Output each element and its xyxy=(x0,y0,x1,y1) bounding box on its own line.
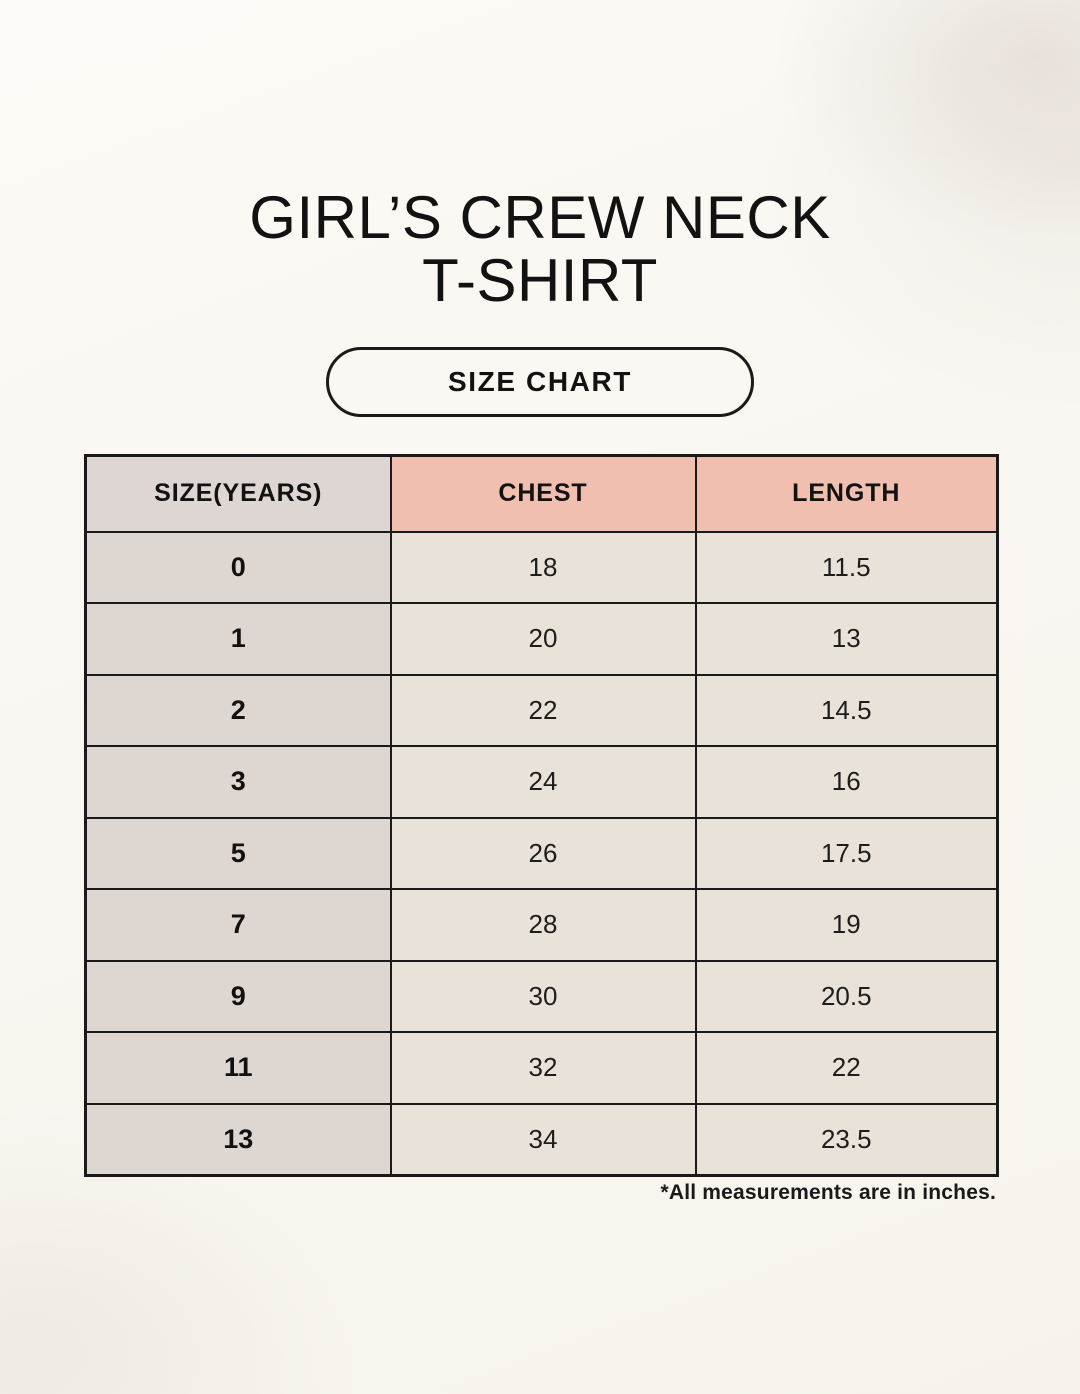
column-header-size: SIZE(YEARS) xyxy=(84,454,392,533)
cell-length: 14.5 xyxy=(694,673,999,747)
cell-length: 17.5 xyxy=(694,816,999,890)
cell-size: 2 xyxy=(84,673,392,747)
table-row: 2 22 14.5 xyxy=(84,673,999,747)
cell-length: 11.5 xyxy=(694,530,999,604)
cell-length: 23.5 xyxy=(694,1102,999,1176)
size-chart-badge-container: SIZE CHART xyxy=(0,347,1080,417)
column-header-length: LENGTH xyxy=(694,454,999,533)
table-row: 9 30 20.5 xyxy=(84,959,999,1033)
cell-size: 1 xyxy=(84,602,392,676)
cell-length: 22 xyxy=(694,1031,999,1105)
cell-chest: 22 xyxy=(389,673,697,747)
size-table-body: 0 18 11.5 1 20 13 2 22 14.5 3 24 16 xyxy=(84,530,999,1176)
table-row: 1 20 13 xyxy=(84,602,999,676)
cell-size: 5 xyxy=(84,816,392,890)
size-chart-badge: SIZE CHART xyxy=(326,347,754,417)
cell-length: 20.5 xyxy=(694,959,999,1033)
cell-chest: 32 xyxy=(389,1031,697,1105)
page-title-line-1: GIRL’S CREW NECK xyxy=(249,184,831,251)
page-title-line-2: T-SHIRT xyxy=(422,247,658,314)
cell-size: 0 xyxy=(84,530,392,604)
cell-chest: 20 xyxy=(389,602,697,676)
measurements-footnote: *All measurements are in inches. xyxy=(660,1181,996,1204)
table-row: 0 18 11.5 xyxy=(84,530,999,604)
table-row: 11 32 22 xyxy=(84,1031,999,1105)
cell-size: 9 xyxy=(84,959,392,1033)
size-table-container: SIZE(YEARS) CHEST LENGTH 0 18 11.5 1 20 … xyxy=(84,454,999,1177)
cell-size: 13 xyxy=(84,1102,392,1176)
table-row: 7 28 19 xyxy=(84,888,999,962)
cell-chest: 18 xyxy=(389,530,697,604)
cell-chest: 34 xyxy=(389,1102,697,1176)
table-row: 5 26 17.5 xyxy=(84,816,999,890)
cell-chest: 26 xyxy=(389,816,697,890)
cell-length: 19 xyxy=(694,888,999,962)
cell-chest: 24 xyxy=(389,745,697,819)
table-header-row: SIZE(YEARS) CHEST LENGTH xyxy=(84,454,999,533)
column-header-chest: CHEST xyxy=(389,454,697,533)
size-table-header: SIZE(YEARS) CHEST LENGTH xyxy=(84,454,999,533)
cell-size: 11 xyxy=(84,1031,392,1105)
table-row: 3 24 16 xyxy=(84,745,999,819)
cell-chest: 28 xyxy=(389,888,697,962)
cell-length: 13 xyxy=(694,602,999,676)
table-row: 13 34 23.5 xyxy=(84,1102,999,1176)
cell-length: 16 xyxy=(694,745,999,819)
cell-size: 7 xyxy=(84,888,392,962)
page-title: GIRL’S CREW NECK T-SHIRT xyxy=(0,186,1080,312)
size-table: SIZE(YEARS) CHEST LENGTH 0 18 11.5 1 20 … xyxy=(84,454,999,1177)
cell-chest: 30 xyxy=(389,959,697,1033)
cell-size: 3 xyxy=(84,745,392,819)
